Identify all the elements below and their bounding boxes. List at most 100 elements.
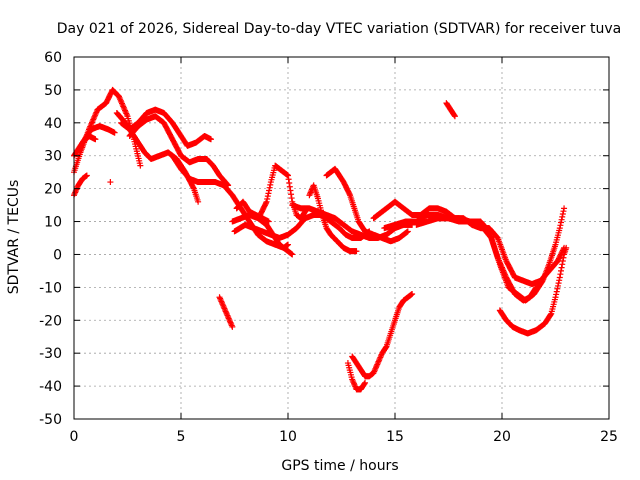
- data-point: [404, 228, 411, 235]
- series-s13: [257, 162, 309, 222]
- y-tick-label: -20: [39, 313, 62, 329]
- data-point: [207, 136, 214, 143]
- data-point: [353, 248, 360, 255]
- x-tick-label: 10: [279, 429, 297, 445]
- data-point: [557, 252, 564, 259]
- y-axis-title: SDTVAR / TECUs: [6, 180, 22, 295]
- series-s3: [71, 172, 90, 199]
- series-s18: [344, 360, 369, 393]
- data-point: [557, 222, 564, 229]
- data-point: [557, 271, 564, 278]
- data-point: [561, 205, 568, 212]
- data-point: [556, 274, 563, 281]
- data-point: [552, 294, 559, 301]
- series-s19: [370, 198, 568, 288]
- y-tick-label: -40: [39, 379, 62, 395]
- data-point: [288, 195, 295, 202]
- data-point: [563, 244, 570, 251]
- chart-title: Day 021 of 2026, Sidereal Day-to-day VTE…: [57, 21, 621, 37]
- data-point: [558, 267, 565, 274]
- grid-lines: [74, 57, 609, 419]
- series-s11: [233, 198, 272, 225]
- data-point: [264, 195, 271, 202]
- data-point: [555, 280, 562, 287]
- data-point: [559, 261, 566, 268]
- data-point: [286, 183, 293, 190]
- y-tick-label: 50: [44, 83, 62, 99]
- y-tick-label: -50: [39, 412, 62, 428]
- data-point: [107, 179, 114, 186]
- tick-labels: 0 5 10 15 20 25 -50 -40 -30 -20 -10 0 10 20 30 40 50 60: [39, 50, 618, 445]
- y-tick-label: 20: [44, 182, 62, 198]
- data-point: [560, 254, 567, 261]
- series-s7: [126, 113, 232, 189]
- data-point: [555, 255, 562, 262]
- data-point: [362, 379, 369, 386]
- x-tick-label: 5: [177, 429, 186, 445]
- series-s2: [71, 123, 118, 159]
- series-s17: [349, 290, 416, 380]
- tick-marks: [73, 56, 610, 420]
- data-point: [92, 136, 99, 143]
- data-point: [287, 187, 294, 194]
- data-point: [264, 193, 271, 200]
- series-s6: [118, 106, 214, 149]
- data-point: [533, 284, 540, 291]
- x-tick-label: 15: [386, 429, 404, 445]
- data-point: [263, 198, 270, 205]
- plot-frame: [73, 56, 610, 420]
- data-point: [554, 258, 561, 265]
- data-point: [559, 258, 566, 265]
- series-s15: [306, 182, 360, 255]
- data-point: [286, 179, 293, 186]
- y-tick-label: -30: [39, 346, 62, 362]
- y-tick-label: 0: [53, 247, 62, 263]
- data-point: [266, 187, 273, 194]
- y-tick-label: 60: [44, 50, 62, 66]
- data-point: [229, 323, 236, 330]
- x-tick-label: 0: [70, 429, 79, 445]
- data-point: [560, 208, 567, 215]
- data-point: [451, 113, 458, 120]
- data-point: [556, 254, 563, 261]
- data-point: [137, 162, 144, 169]
- data-point: [195, 198, 202, 205]
- data-point: [285, 172, 291, 179]
- data-point: [190, 184, 197, 191]
- data-point: [556, 277, 563, 284]
- data-point: [555, 256, 562, 263]
- series-s9: [216, 294, 236, 330]
- data-point: [111, 129, 118, 136]
- data-point: [382, 344, 389, 351]
- data-point: [554, 282, 561, 289]
- data-point: [558, 216, 565, 223]
- data-point: [288, 191, 295, 198]
- data-point: [266, 184, 273, 191]
- data-points: [71, 86, 570, 393]
- series-s22: [496, 244, 570, 337]
- data-point: [285, 241, 291, 248]
- data-point: [361, 380, 368, 387]
- series-s21: [413, 215, 540, 304]
- x-tick-label: 20: [493, 429, 511, 445]
- data-point: [559, 213, 566, 220]
- x-tick-label: 25: [600, 429, 618, 445]
- series-s24: [107, 179, 114, 186]
- data-point: [559, 211, 566, 218]
- series-s23: [443, 100, 458, 120]
- data-point: [451, 112, 458, 119]
- series-s4: [79, 132, 99, 146]
- data-point: [554, 285, 561, 292]
- series-s16: [323, 165, 411, 245]
- y-tick-label: 40: [44, 116, 62, 132]
- x-axis-title: GPS time / hours: [281, 458, 398, 474]
- data-point: [558, 219, 565, 226]
- y-tick-label: -10: [39, 280, 62, 296]
- series-s12: [231, 211, 373, 241]
- data-point: [558, 264, 565, 271]
- data-point: [265, 218, 272, 225]
- data-point: [83, 172, 90, 179]
- data-point: [265, 190, 272, 197]
- data-point: [267, 181, 274, 188]
